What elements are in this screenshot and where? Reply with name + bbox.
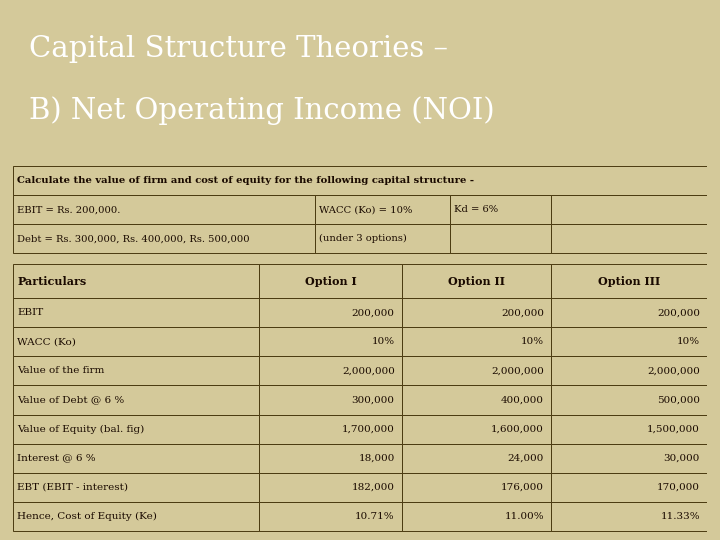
Bar: [259, 264, 402, 298]
Text: 11.33%: 11.33%: [660, 512, 700, 521]
Bar: [402, 327, 551, 356]
Bar: [402, 264, 551, 298]
Text: 10%: 10%: [372, 338, 395, 346]
Bar: [402, 386, 551, 415]
Bar: [13, 224, 315, 253]
Text: B) Net Operating Income (NOI): B) Net Operating Income (NOI): [29, 97, 495, 125]
Text: 18,000: 18,000: [359, 454, 395, 463]
Bar: [315, 224, 450, 253]
Text: 2,000,000: 2,000,000: [342, 367, 395, 375]
Bar: [13, 443, 259, 472]
Text: 182,000: 182,000: [351, 483, 395, 492]
Bar: [13, 502, 259, 531]
Text: 1,600,000: 1,600,000: [491, 424, 544, 434]
Text: 500,000: 500,000: [657, 395, 700, 404]
Bar: [551, 472, 707, 502]
Text: 200,000: 200,000: [657, 308, 700, 317]
Text: Option I: Option I: [305, 275, 356, 287]
Bar: [13, 195, 315, 224]
Bar: [259, 356, 402, 386]
Bar: [13, 386, 259, 415]
Bar: [551, 502, 707, 531]
Text: Value of Equity (bal. fig): Value of Equity (bal. fig): [17, 424, 145, 434]
Bar: [551, 356, 707, 386]
Bar: [551, 298, 707, 327]
Bar: [259, 472, 402, 502]
Text: Kd = 6%: Kd = 6%: [454, 205, 498, 214]
Text: 24,000: 24,000: [508, 454, 544, 463]
Text: 11.00%: 11.00%: [504, 512, 544, 521]
Bar: [450, 195, 551, 224]
Text: (under 3 options): (under 3 options): [319, 234, 407, 244]
Bar: [551, 386, 707, 415]
Bar: [450, 224, 551, 253]
Bar: [551, 224, 707, 253]
Text: Debt = Rs. 300,000, Rs. 400,000, Rs. 500,000: Debt = Rs. 300,000, Rs. 400,000, Rs. 500…: [17, 234, 250, 243]
Text: Capital Structure Theories –: Capital Structure Theories –: [29, 35, 448, 63]
Text: EBIT: EBIT: [17, 308, 43, 317]
Bar: [259, 298, 402, 327]
Text: 10.71%: 10.71%: [355, 512, 395, 521]
Bar: [13, 472, 259, 502]
Bar: [259, 327, 402, 356]
Bar: [551, 443, 707, 472]
Bar: [402, 443, 551, 472]
Bar: [259, 386, 402, 415]
Bar: [13, 298, 259, 327]
Text: EBIT = Rs. 200,000.: EBIT = Rs. 200,000.: [17, 205, 120, 214]
Text: Option II: Option II: [448, 275, 505, 287]
Text: Hence, Cost of Equity (Ke): Hence, Cost of Equity (Ke): [17, 512, 157, 521]
Bar: [551, 195, 707, 224]
Bar: [402, 356, 551, 386]
Bar: [259, 502, 402, 531]
Bar: [402, 502, 551, 531]
Text: 400,000: 400,000: [501, 395, 544, 404]
Text: Interest @ 6 %: Interest @ 6 %: [17, 454, 96, 463]
Text: WACC (Ko): WACC (Ko): [17, 338, 76, 346]
Text: 10%: 10%: [521, 338, 544, 346]
Text: 200,000: 200,000: [501, 308, 544, 317]
Text: Option III: Option III: [598, 275, 660, 287]
Text: WACC (Ko) = 10%: WACC (Ko) = 10%: [319, 205, 413, 214]
Bar: [13, 327, 259, 356]
Bar: [259, 443, 402, 472]
Bar: [13, 166, 707, 195]
Text: EBT (EBIT - interest): EBT (EBIT - interest): [17, 483, 128, 492]
Text: 2,000,000: 2,000,000: [647, 367, 700, 375]
Text: Value of the firm: Value of the firm: [17, 367, 104, 375]
Bar: [551, 415, 707, 443]
Bar: [402, 415, 551, 443]
Bar: [13, 356, 259, 386]
Bar: [402, 472, 551, 502]
Bar: [13, 415, 259, 443]
Text: 300,000: 300,000: [351, 395, 395, 404]
Bar: [402, 298, 551, 327]
Text: 1,700,000: 1,700,000: [342, 424, 395, 434]
Text: 1,500,000: 1,500,000: [647, 424, 700, 434]
Bar: [259, 415, 402, 443]
Text: 176,000: 176,000: [501, 483, 544, 492]
Text: Calculate the value of firm and cost of equity for the following capital structu: Calculate the value of firm and cost of …: [17, 176, 474, 185]
Text: 2,000,000: 2,000,000: [491, 367, 544, 375]
Bar: [13, 264, 259, 298]
Text: 170,000: 170,000: [657, 483, 700, 492]
Bar: [315, 195, 450, 224]
Bar: [551, 327, 707, 356]
Text: 30,000: 30,000: [664, 454, 700, 463]
Text: 10%: 10%: [677, 338, 700, 346]
Text: 200,000: 200,000: [351, 308, 395, 317]
Bar: [551, 264, 707, 298]
Text: Value of Debt @ 6 %: Value of Debt @ 6 %: [17, 395, 125, 404]
Text: Particulars: Particulars: [17, 275, 86, 287]
